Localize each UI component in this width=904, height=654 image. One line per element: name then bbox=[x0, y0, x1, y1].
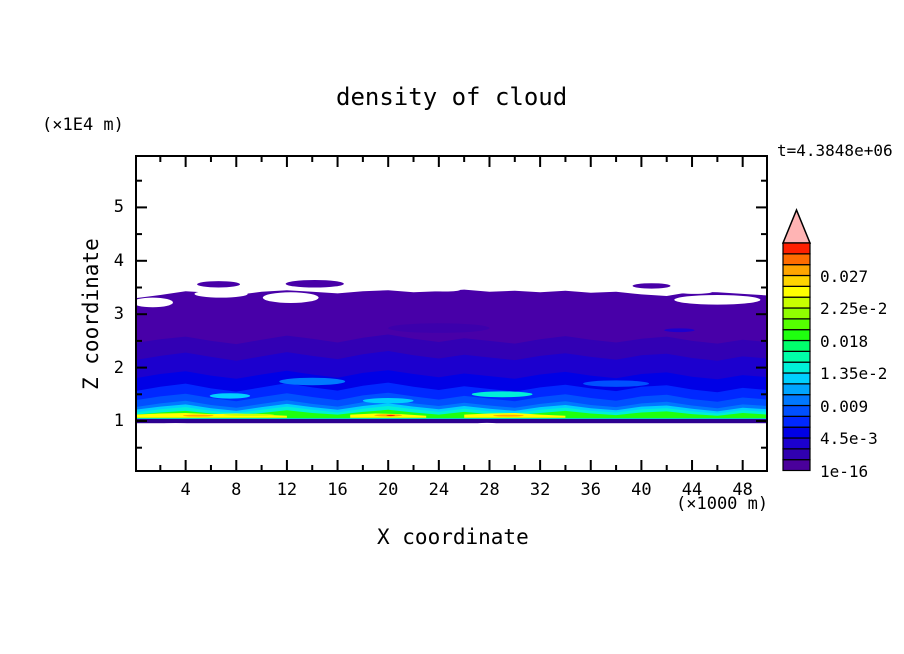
colorbar-segment bbox=[782, 437, 811, 450]
colorbar-label: 2.25e-2 bbox=[820, 299, 888, 318]
contour-patch bbox=[209, 393, 251, 399]
y-tick-label: 5 bbox=[113, 197, 124, 218]
contour-hole bbox=[132, 297, 173, 308]
contour-patch bbox=[471, 391, 533, 398]
colorbar-label: 0.027 bbox=[820, 266, 869, 286]
x-tick-label: 36 bbox=[580, 480, 601, 500]
x-axis-unit-label: (×1000 m) bbox=[676, 494, 769, 514]
base-notch bbox=[473, 422, 501, 428]
x-tick-label: 4 bbox=[180, 480, 191, 500]
colorbar-segment bbox=[782, 372, 811, 385]
colorbar-label: 1e-16 bbox=[820, 461, 869, 481]
contour-spot bbox=[493, 414, 524, 417]
colorbar-label: 4.5e-3 bbox=[820, 429, 878, 448]
colorbar-segment bbox=[782, 307, 811, 320]
colorbar-segment bbox=[782, 404, 811, 417]
colorbar-label: 0.009 bbox=[820, 396, 869, 416]
colorbar-segment bbox=[782, 383, 811, 396]
plot-area bbox=[132, 155, 769, 472]
contour-patch bbox=[664, 328, 695, 333]
plot-frame bbox=[135, 155, 768, 472]
colorbar-segment bbox=[782, 264, 811, 277]
contour-patch bbox=[388, 323, 490, 333]
contour-patch bbox=[279, 377, 346, 386]
colorbar-segment bbox=[782, 339, 811, 352]
contour-hole bbox=[674, 294, 761, 305]
x-tick-label: 16 bbox=[327, 480, 348, 500]
x-tick-label: 8 bbox=[231, 480, 242, 500]
colorbar-segment bbox=[782, 350, 811, 363]
colorbar-segment bbox=[782, 242, 811, 255]
contour-hole bbox=[194, 290, 248, 298]
contour-band-level-0.018 bbox=[135, 409, 768, 419]
x-tick-label: 28 bbox=[479, 480, 500, 500]
colorbar-segment bbox=[782, 296, 811, 309]
contour-patch bbox=[583, 380, 649, 387]
y-tick-label: 2 bbox=[113, 357, 124, 378]
x-tick-label: 32 bbox=[529, 480, 551, 500]
colorbar-segment bbox=[782, 361, 811, 374]
cloud-wisp bbox=[632, 283, 671, 289]
time-annotation: t=4.3848e+06 bbox=[777, 141, 893, 160]
x-axis-title: X coordinate bbox=[377, 525, 529, 549]
contour-spot bbox=[223, 413, 275, 416]
y-tick-label: 1 bbox=[113, 411, 124, 431]
colorbar-segment bbox=[782, 253, 811, 266]
cloud-wisp bbox=[285, 280, 344, 288]
colorbar-segment bbox=[782, 285, 811, 298]
base-notch bbox=[151, 423, 200, 430]
colorbar-overflow-arrow bbox=[781, 208, 812, 244]
colorbar-segment bbox=[782, 274, 811, 287]
x-tick-label: 24 bbox=[428, 480, 450, 500]
colorbar-label: 1.35e-2 bbox=[820, 364, 888, 383]
contour-field-svg bbox=[132, 155, 769, 472]
y-tick-label: 4 bbox=[113, 250, 124, 271]
contour-patch bbox=[362, 398, 414, 404]
contour-hole bbox=[676, 289, 713, 294]
y-axis-unit-label: (×1E4 m) bbox=[42, 115, 124, 135]
y-tick-label: 3 bbox=[113, 304, 124, 325]
colorbar-segment bbox=[782, 318, 811, 331]
colorbar-segment bbox=[782, 394, 811, 407]
colorbar-svg bbox=[781, 208, 812, 472]
cloud-wisp bbox=[197, 281, 241, 288]
contour-hole bbox=[429, 287, 461, 292]
contour-spot bbox=[183, 414, 214, 417]
x-tick-label: 44 bbox=[681, 480, 703, 500]
contour-spot bbox=[386, 414, 396, 417]
x-tick-label: 12 bbox=[276, 480, 298, 500]
colorbar bbox=[779, 203, 819, 473]
chart-title: density of cloud bbox=[336, 83, 568, 111]
colorbar-segment bbox=[782, 329, 811, 342]
x-tick-label: 20 bbox=[377, 480, 399, 500]
contour-hole bbox=[262, 292, 319, 303]
colorbar-segment bbox=[782, 459, 811, 472]
x-tick-label: 40 bbox=[631, 480, 652, 500]
x-tick-label: 48 bbox=[732, 480, 753, 500]
colorbar-segment bbox=[782, 415, 811, 428]
colorbar-label: 0.018 bbox=[820, 331, 869, 351]
colorbar-segment bbox=[782, 448, 811, 461]
colorbar-segment bbox=[782, 426, 811, 439]
cloud-base-line bbox=[135, 418, 768, 424]
